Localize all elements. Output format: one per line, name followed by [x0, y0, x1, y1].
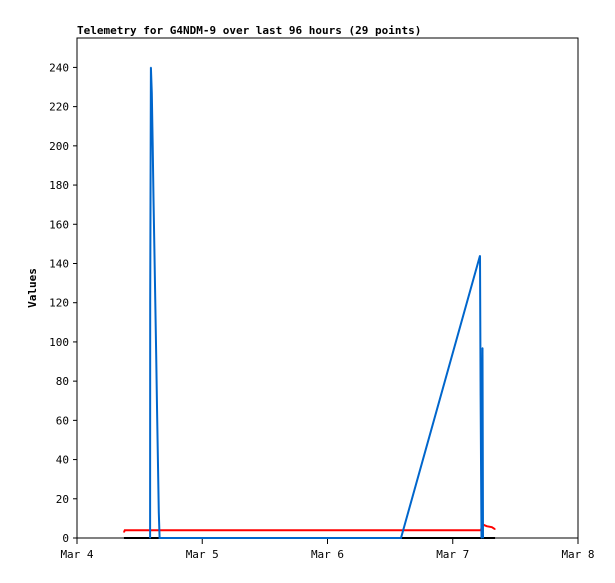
x-tick-label: Mar 6 [311, 548, 344, 561]
data-point [481, 347, 484, 349]
y-tick-label: 100 [49, 336, 69, 349]
data-point [152, 145, 154, 147]
data-point [494, 537, 496, 539]
y-tick-label: 80 [56, 375, 69, 388]
y-tick-label: 140 [49, 257, 69, 270]
data-point [154, 302, 156, 304]
y-tick-label: 40 [56, 454, 69, 467]
y-tick-label: 60 [56, 414, 69, 427]
x-tick-label: Mar 7 [436, 548, 469, 561]
series-line-1 [123, 522, 496, 533]
x-tick-label: Mar 8 [561, 548, 594, 561]
chart-title: Telemetry for G4NDM-9 over last 96 hours… [77, 24, 421, 37]
y-tick-label: 180 [49, 179, 69, 192]
y-tick-label: 240 [49, 61, 69, 74]
data-point [156, 406, 158, 408]
data-point [491, 526, 493, 528]
data-point [494, 528, 496, 530]
data-point [149, 302, 151, 304]
y-axis-label: Values [26, 268, 39, 308]
y-tick-label: 160 [49, 218, 69, 231]
data-point [480, 537, 483, 539]
data-point [153, 249, 156, 251]
data-point [479, 255, 481, 257]
y-tick-label: 0 [62, 532, 69, 545]
data-point [149, 537, 151, 539]
data-point [150, 66, 152, 69]
data-point [482, 537, 484, 539]
series-line-2 [149, 67, 484, 539]
data-point [158, 511, 160, 514]
y-tick-label: 20 [56, 493, 69, 506]
data-point [479, 394, 482, 396]
data-point [123, 531, 125, 533]
data-point [486, 525, 488, 527]
data-point [124, 529, 126, 531]
data-point [400, 537, 402, 539]
data-point [151, 92, 153, 94]
y-tick-label: 120 [49, 297, 69, 310]
x-tick-label: Mar 4 [60, 548, 93, 561]
data-point [155, 355, 157, 357]
y-tick-label: 200 [49, 140, 69, 153]
data-point [159, 537, 161, 539]
y-tick-label: 220 [49, 101, 69, 114]
data-point [123, 537, 125, 539]
x-tick-label: Mar 5 [186, 548, 219, 561]
data-point [152, 198, 155, 200]
data-point [157, 458, 159, 461]
